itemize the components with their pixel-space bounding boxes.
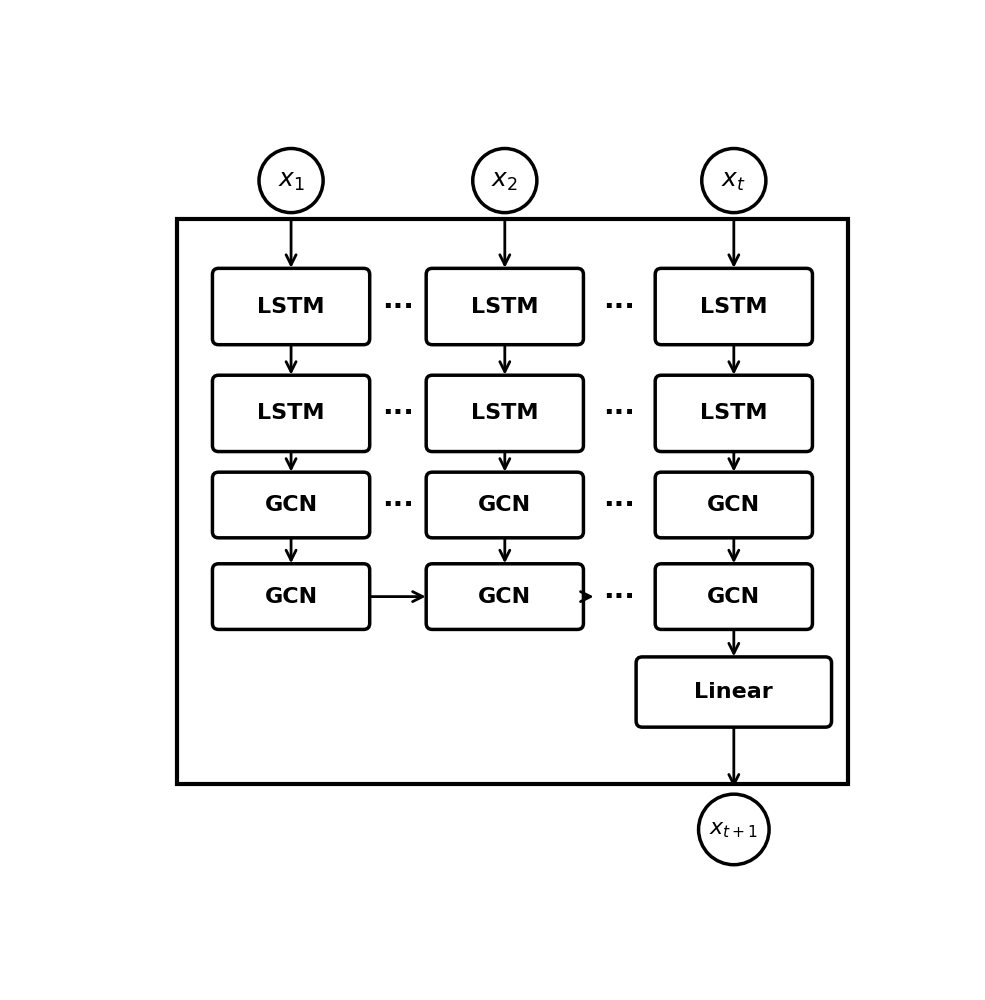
Text: $x_2$: $x_2$ <box>492 169 518 193</box>
Text: GCN: GCN <box>479 495 531 515</box>
FancyBboxPatch shape <box>655 268 813 345</box>
Text: LSTM: LSTM <box>700 297 767 317</box>
Text: ···: ··· <box>604 399 635 427</box>
Text: LSTM: LSTM <box>700 403 767 423</box>
FancyBboxPatch shape <box>427 472 583 538</box>
Text: ···: ··· <box>604 491 635 519</box>
FancyBboxPatch shape <box>213 268 369 345</box>
Text: LSTM: LSTM <box>257 403 325 423</box>
FancyBboxPatch shape <box>213 375 369 452</box>
FancyBboxPatch shape <box>213 472 369 538</box>
FancyBboxPatch shape <box>655 472 813 538</box>
FancyBboxPatch shape <box>655 375 813 452</box>
Text: GCN: GCN <box>707 587 760 607</box>
Text: LSTM: LSTM <box>471 297 539 317</box>
Circle shape <box>259 149 323 213</box>
Text: ···: ··· <box>604 583 635 611</box>
Text: GCN: GCN <box>265 587 317 607</box>
FancyBboxPatch shape <box>176 219 848 784</box>
Text: GCN: GCN <box>707 495 760 515</box>
Circle shape <box>698 794 769 865</box>
FancyBboxPatch shape <box>427 564 583 629</box>
Text: LSTM: LSTM <box>257 297 325 317</box>
Text: $x_{t+1}$: $x_{t+1}$ <box>709 818 758 840</box>
Circle shape <box>701 149 766 213</box>
Text: $x_t$: $x_t$ <box>721 169 747 193</box>
FancyBboxPatch shape <box>655 564 813 629</box>
Text: GCN: GCN <box>265 495 317 515</box>
Text: Linear: Linear <box>694 682 773 702</box>
FancyBboxPatch shape <box>427 268 583 345</box>
FancyBboxPatch shape <box>427 375 583 452</box>
FancyBboxPatch shape <box>636 657 831 727</box>
Text: $x_1$: $x_1$ <box>278 169 304 193</box>
Text: GCN: GCN <box>479 587 531 607</box>
Text: ···: ··· <box>604 293 635 321</box>
Circle shape <box>473 149 537 213</box>
Text: ···: ··· <box>382 293 414 321</box>
Text: ···: ··· <box>382 399 414 427</box>
Text: LSTM: LSTM <box>471 403 539 423</box>
Text: ···: ··· <box>382 491 414 519</box>
FancyBboxPatch shape <box>213 564 369 629</box>
